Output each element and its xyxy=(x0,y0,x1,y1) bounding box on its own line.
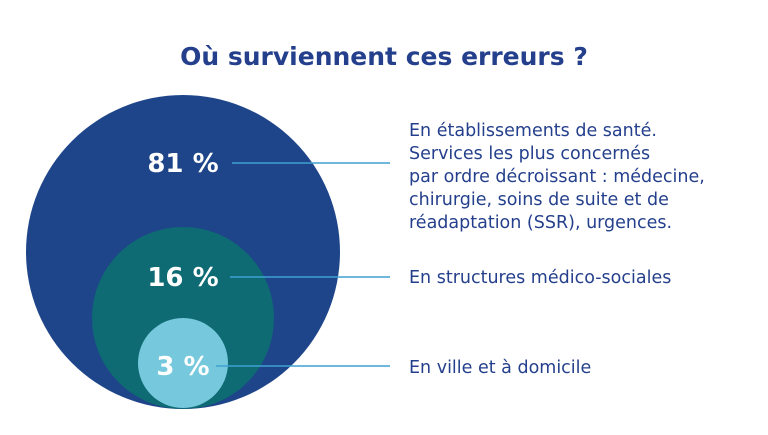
value-label-81: 81 % xyxy=(147,149,218,179)
circle-3-percent xyxy=(138,318,228,408)
description-structures-medico-sociales: En structures médico-sociales xyxy=(409,268,672,288)
description-etablissements-sante: En établissements de santé. Services les… xyxy=(409,121,705,233)
value-label-16: 16 % xyxy=(147,263,218,293)
value-label-3: 3 % xyxy=(156,352,209,382)
description-ville-domicile: En ville et à domicile xyxy=(409,358,592,378)
chart-title: Où surviennent ces erreurs ? xyxy=(180,42,588,71)
